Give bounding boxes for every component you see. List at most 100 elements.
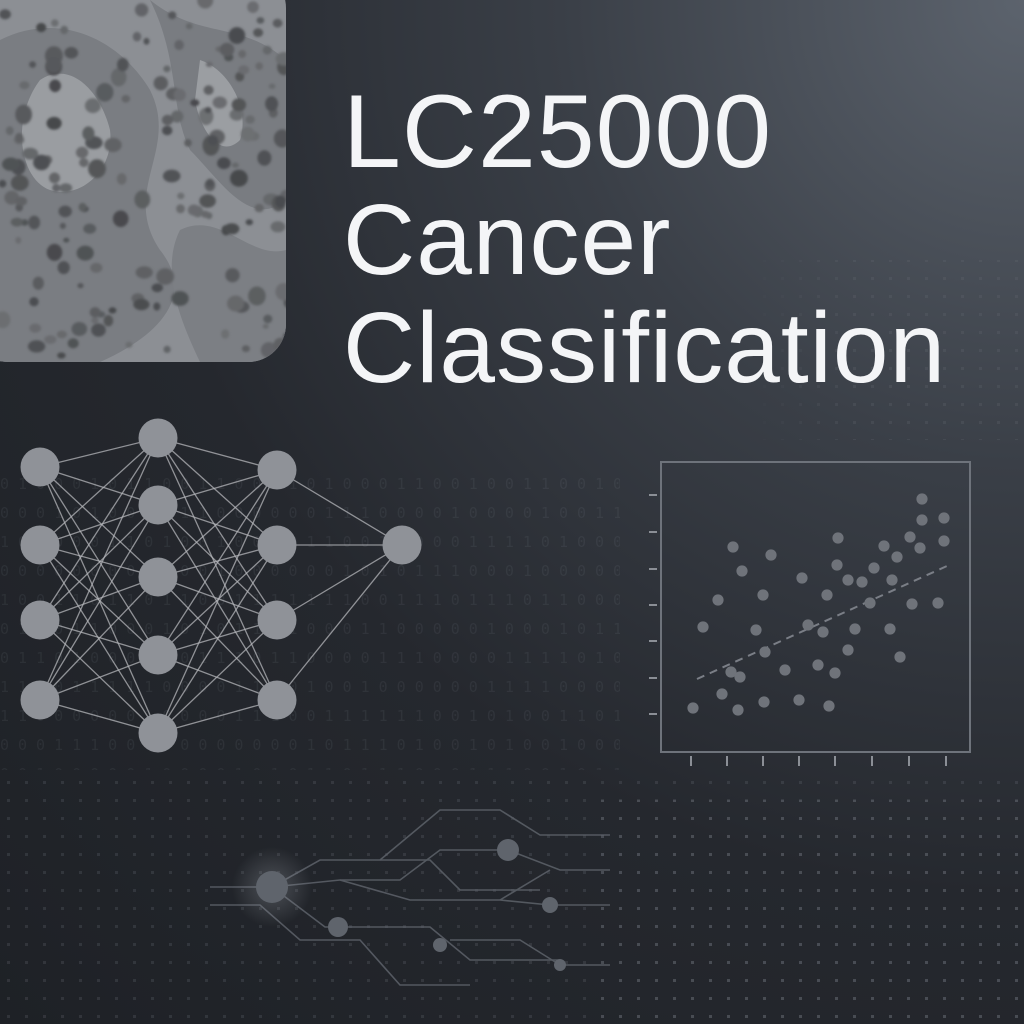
scatter-point xyxy=(758,696,770,708)
scatter-point xyxy=(687,702,699,714)
cell-nucleus xyxy=(171,291,189,306)
cell-nucleus xyxy=(116,173,127,185)
cell-nucleus xyxy=(219,42,235,57)
network-node xyxy=(257,450,297,490)
cell-nucleus xyxy=(174,39,184,51)
cell-nucleus xyxy=(0,9,11,20)
cell-nucleus xyxy=(52,183,61,193)
network-node xyxy=(138,485,178,525)
scatter-point xyxy=(736,565,748,577)
scatter-point xyxy=(812,659,824,671)
network-edge xyxy=(157,654,278,701)
network-edge xyxy=(39,504,159,621)
network-node xyxy=(20,525,60,565)
circuit-node xyxy=(542,897,558,913)
cell-nucleus xyxy=(255,62,263,70)
scatter-point xyxy=(802,619,814,631)
network-edge xyxy=(39,619,159,734)
cell-nucleus xyxy=(134,190,151,209)
cell-nucleus xyxy=(60,25,69,35)
network-edge xyxy=(157,469,278,734)
cell-nucleus xyxy=(64,47,79,59)
cell-nucleus xyxy=(177,192,185,200)
scatter-point xyxy=(817,626,829,638)
scatter-point xyxy=(842,644,854,656)
cell-nucleus xyxy=(173,88,186,102)
cell-nucleus xyxy=(256,17,265,24)
cell-nucleus xyxy=(21,219,29,226)
cell-nucleus xyxy=(263,314,273,324)
network-edge xyxy=(39,619,159,656)
cell-nucleus xyxy=(231,98,247,112)
cell-nucleus xyxy=(197,0,214,9)
scatter-point xyxy=(759,646,771,658)
cell-nucleus xyxy=(125,341,133,348)
cell-nucleus xyxy=(248,286,266,306)
cell-nucleus xyxy=(117,57,129,72)
network-node xyxy=(138,418,178,458)
cell-nucleus xyxy=(46,116,62,130)
network-edge xyxy=(276,544,403,701)
cell-nucleus xyxy=(59,183,73,193)
cell-nucleus xyxy=(121,95,131,103)
scatter-point xyxy=(864,597,876,609)
cell-nucleus xyxy=(29,61,36,68)
cell-nucleus xyxy=(235,71,245,82)
cell-nucleus xyxy=(224,223,240,235)
cell-nucleus xyxy=(28,215,41,230)
scatter-point xyxy=(821,589,833,601)
scatter-point xyxy=(829,667,841,679)
cell-nucleus xyxy=(247,1,259,13)
cell-nucleus xyxy=(91,323,106,337)
scatter-point xyxy=(849,623,861,635)
cell-nucleus xyxy=(78,202,87,212)
title-line-2: Cancer xyxy=(343,184,672,296)
cell-nucleus xyxy=(82,126,95,141)
cell-nucleus xyxy=(238,50,247,58)
cell-nucleus xyxy=(56,330,67,339)
cell-nucleus xyxy=(75,146,89,159)
title-line-3: Classification xyxy=(343,292,947,404)
network-node xyxy=(138,557,178,597)
network-edge xyxy=(39,654,159,701)
network-node xyxy=(382,525,422,565)
network-edge xyxy=(39,504,159,546)
network-edge xyxy=(39,437,159,546)
cell-nucleus xyxy=(58,205,72,218)
scatter-point xyxy=(765,549,777,561)
scatter-point xyxy=(697,621,709,633)
scatter-point xyxy=(932,597,944,609)
network-node xyxy=(257,600,297,640)
cell-nucleus xyxy=(36,22,47,33)
scatter-point xyxy=(878,540,890,552)
cell-nucleus xyxy=(228,27,246,44)
scatter-point xyxy=(884,623,896,635)
network-edge xyxy=(39,504,159,701)
cell-nucleus xyxy=(15,236,22,244)
scatter-point xyxy=(779,664,791,676)
cell-nucleus xyxy=(273,129,286,148)
network-edge xyxy=(39,437,159,468)
cell-nucleus xyxy=(203,85,214,95)
cell-nucleus xyxy=(10,174,29,191)
cell-nucleus xyxy=(231,162,239,168)
cell-nucleus xyxy=(205,178,215,187)
cell-nucleus xyxy=(240,126,255,142)
cell-nucleus xyxy=(132,31,142,42)
scatter-point xyxy=(725,666,737,678)
cell-nucleus xyxy=(162,125,173,136)
cell-nucleus xyxy=(229,108,244,121)
cell-nucleus xyxy=(0,179,7,188)
network-node xyxy=(20,680,60,720)
cell-nucleus xyxy=(89,307,101,318)
scatter-point xyxy=(712,594,724,606)
cell-nucleus xyxy=(0,311,11,329)
cell-nucleus xyxy=(241,345,250,353)
cell-nucleus xyxy=(163,345,171,353)
network-edge xyxy=(39,576,159,621)
cell-nucleus xyxy=(2,157,20,171)
